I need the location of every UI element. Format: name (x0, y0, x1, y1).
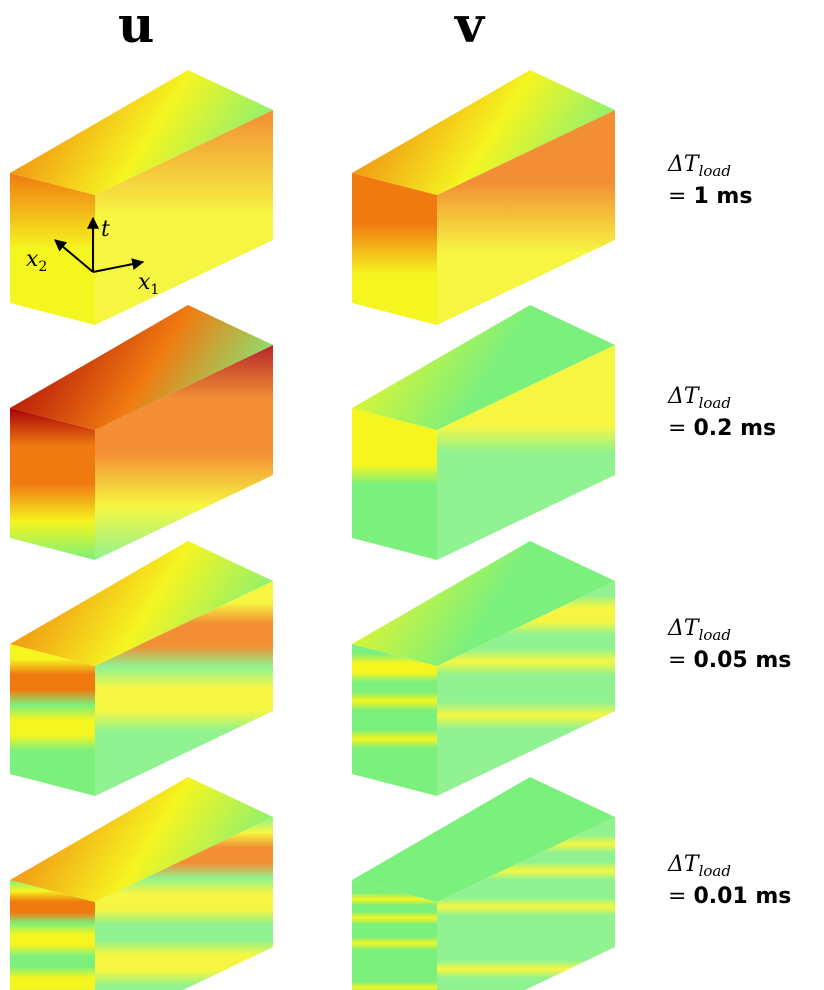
equals-sign: = (668, 884, 687, 909)
load-duration-value: 0.01 ms (693, 884, 792, 909)
cube-top-face (10, 70, 273, 195)
x1-axis-label: x1 (138, 270, 159, 298)
cube-right-face (95, 817, 273, 990)
equals-sign: = (668, 648, 687, 673)
load-subscript: load (698, 162, 731, 180)
cube-top-face (352, 541, 615, 666)
cube-right-face (437, 110, 615, 325)
row-label-4: ΔTload = 0.01 ms (668, 852, 791, 910)
cube-right-face (95, 581, 273, 796)
cube-top-face (10, 305, 273, 430)
cube-left-face (10, 880, 95, 990)
x2-axis-arrow (54, 239, 94, 273)
x2-axis-label: x2 (26, 247, 47, 275)
cube-left-face (10, 408, 95, 560)
column-header-v: v (455, 0, 485, 54)
cube-v-row-1 (352, 70, 615, 325)
cube-right-face (437, 817, 615, 990)
delta-symbol: Δ (668, 384, 684, 409)
cube-v-row-3 (352, 541, 615, 796)
axis-icon: x1 x2 t (26, 216, 159, 298)
cube-right-face (437, 581, 615, 796)
cube-top-face (352, 305, 615, 430)
cube-u-row-4 (10, 777, 273, 990)
cube-left-face (352, 408, 437, 560)
t-axis-label: t (101, 217, 110, 242)
cube-right-face (95, 345, 273, 560)
cube-left-face (352, 644, 437, 796)
cube-left-face (10, 644, 95, 796)
t-symbol: T (683, 152, 699, 177)
row-label-3: ΔTload = 0.05 ms (668, 616, 791, 674)
x1-axis-arrow (92, 258, 145, 273)
cube-left-face (352, 173, 437, 325)
cube-right-face (95, 110, 273, 325)
load-subscript: load (698, 626, 731, 644)
delta-symbol: Δ (668, 852, 684, 877)
delta-symbol: Δ (668, 616, 684, 641)
row-label-1: ΔTload = 1 ms (668, 152, 752, 210)
load-duration-value: 0.2 ms (693, 416, 777, 441)
cube-u-row-3 (10, 541, 273, 796)
t-symbol: T (683, 852, 699, 877)
cube-top-face (352, 70, 615, 195)
cube-u-row-1 (10, 70, 273, 325)
column-header-u: u (118, 0, 155, 54)
cube-top-face (10, 777, 273, 902)
cube-left-face (10, 173, 95, 325)
cube-v-row-4 (352, 777, 615, 990)
load-duration-value: 0.05 ms (693, 648, 792, 673)
t-symbol: T (683, 384, 699, 409)
row-label-2: ΔTload = 0.2 ms (668, 384, 776, 442)
cube-v-row-2 (352, 305, 615, 560)
cube-u-row-2 (10, 305, 273, 560)
delta-symbol: Δ (668, 152, 684, 177)
load-duration-value: 1 ms (693, 184, 753, 209)
load-subscript: load (698, 394, 731, 412)
t-symbol: T (683, 616, 699, 641)
equals-sign: = (668, 184, 687, 209)
cube-left-face (352, 880, 437, 990)
equals-sign: = (668, 416, 687, 441)
cube-top-face (10, 541, 273, 666)
cube-right-face (437, 345, 615, 560)
cube-top-face (352, 777, 615, 902)
load-subscript: load (698, 862, 731, 880)
